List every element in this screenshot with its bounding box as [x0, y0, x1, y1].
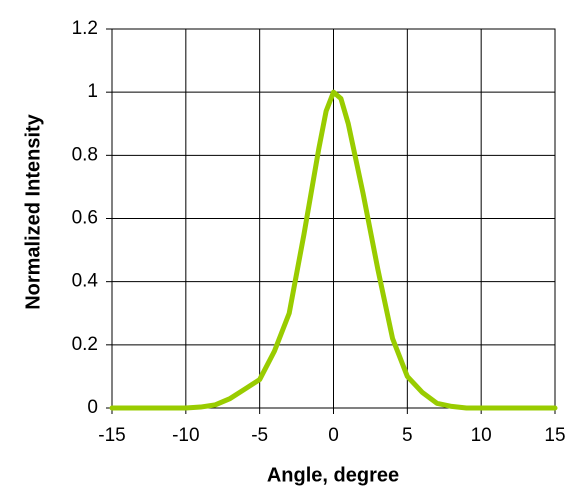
y-tick-label: 1 — [87, 81, 98, 102]
y-tick-label: 0.6 — [72, 208, 98, 229]
y-tick-label: 0 — [87, 397, 98, 418]
y-tick-label: 0.2 — [72, 334, 98, 355]
y-tick-label: 0.8 — [72, 144, 98, 165]
x-axis-title: Angle, degree — [267, 464, 399, 486]
y-tick-label: 0.4 — [72, 271, 99, 292]
x-tick-label: 10 — [471, 425, 492, 446]
x-tick-label: 5 — [402, 425, 413, 446]
x-tick-label: -5 — [251, 425, 268, 446]
plot-frame — [111, 28, 556, 409]
y-axis-title: Normalized Intensity — [22, 113, 44, 309]
data-line — [109, 89, 558, 411]
x-tick-label: -10 — [172, 425, 199, 446]
x-tick-label: 0 — [328, 425, 339, 446]
x-tick-label: -15 — [98, 425, 125, 446]
x-tick-label: 15 — [544, 425, 565, 446]
y-tick-label: 1.2 — [72, 18, 98, 39]
